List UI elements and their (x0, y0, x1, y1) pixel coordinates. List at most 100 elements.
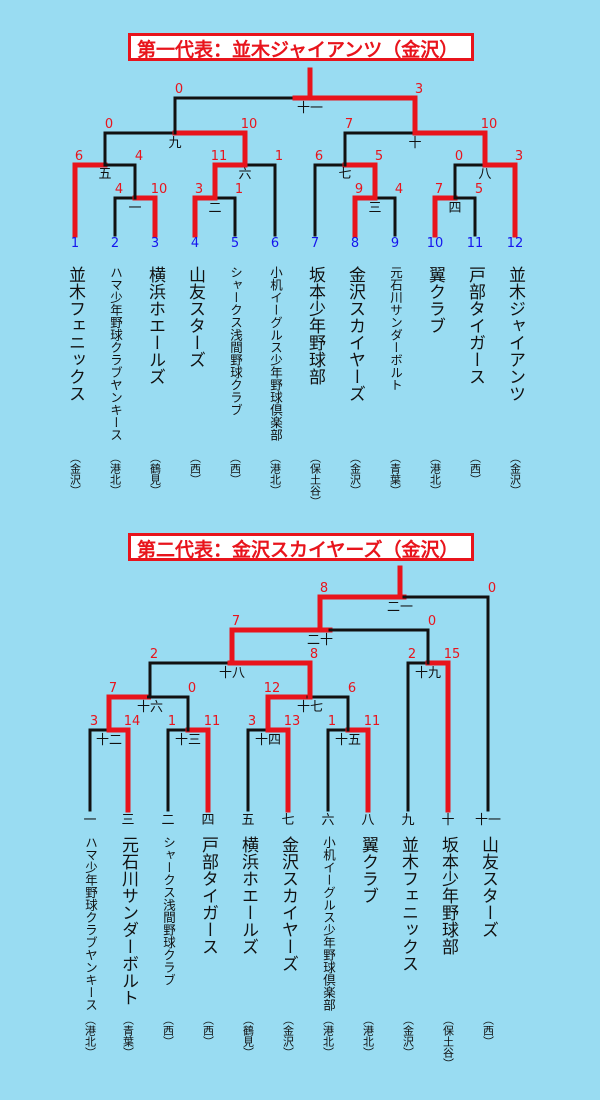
team-area: （港北） (428, 452, 442, 496)
team-name: 横浜ホエールズ (238, 836, 258, 955)
team-name: 並木フェニックス (398, 836, 418, 972)
match-label: 一 (128, 201, 141, 216)
team-area: （港北） (108, 452, 122, 496)
match-score-right: 10 (481, 117, 498, 132)
team-number: 6 (271, 236, 279, 251)
team-area: （青葉） (388, 452, 402, 496)
team-area: （金沢） (401, 1014, 415, 1058)
match-score-left: 7 (435, 182, 443, 197)
match-score-right: 5 (375, 149, 383, 164)
match-score-left: 1 (168, 714, 176, 729)
team-area: （西） (468, 452, 482, 485)
match-score-left: 0 (175, 82, 183, 97)
team-name: 山友スターズ (185, 266, 205, 368)
team-area: （鶴見） (148, 452, 162, 496)
match-score-left: 3 (90, 714, 98, 729)
match-score-right: 1 (235, 182, 243, 197)
team-area: （西） (481, 1014, 495, 1047)
team-number: 六 (321, 813, 334, 828)
team-number: 七 (281, 813, 294, 828)
match-score-right: 11 (364, 714, 381, 729)
match-label: 十八 (219, 666, 245, 681)
match-score-left: 3 (248, 714, 256, 729)
team-area: （鶴見） (241, 1014, 255, 1058)
team-name: 翼クラブ (358, 836, 378, 904)
team-name: 小机イーグルス少年野球倶楽部 (321, 836, 336, 1011)
team-number: 12 (507, 236, 524, 251)
team-area: （港北） (321, 1014, 335, 1058)
match-score-left: 3 (195, 182, 203, 197)
match-score-right: 4 (135, 149, 143, 164)
match-score-right: 10 (241, 117, 258, 132)
match-score-left: 0 (455, 149, 463, 164)
team-number: 十一 (475, 813, 501, 828)
match-score-right: 13 (284, 714, 301, 729)
match-score-left: 2 (408, 647, 416, 662)
match-label: 十 (408, 136, 421, 151)
team-name: シャークス浅間野球クラブ (228, 266, 243, 416)
match-label: 十六 (137, 700, 163, 715)
match-score-right: 15 (444, 647, 461, 662)
team-area: （金沢） (508, 452, 522, 496)
team-name: 元石川サンダーボルト (118, 836, 138, 1006)
match-score-right: 6 (348, 681, 356, 696)
team-area: （西） (201, 1014, 215, 1047)
team-number: 四 (201, 813, 214, 828)
team-name: 小机イーグルス少年野球倶楽部 (268, 266, 283, 441)
match-label: 二一 (387, 600, 413, 615)
match-label: 十一 (297, 101, 323, 116)
team-name: ハマ少年野球クラブヤンキース (108, 266, 123, 441)
team-name: 横浜ホエールズ (145, 266, 165, 385)
bracket1-title: 第一代表：並木ジャイアンツ（金沢） (128, 33, 474, 61)
match-label: 十四 (255, 733, 281, 748)
match-label: 五 (98, 167, 111, 182)
team-name: 翼クラブ (425, 266, 445, 334)
match-score-left: 2 (150, 647, 158, 662)
match-score-left: 8 (320, 581, 328, 596)
team-name: シャークス浅間野球クラブ (161, 836, 176, 986)
team-area: （金沢） (348, 452, 362, 496)
match-score-right: 14 (124, 714, 141, 729)
team-number: 8 (351, 236, 359, 251)
match-score-right: 11 (204, 714, 221, 729)
team-number: 3 (151, 236, 159, 251)
match-score-left: 0 (105, 117, 113, 132)
match-score-left: 9 (355, 182, 363, 197)
team-number: 2 (111, 236, 119, 251)
team-number: 7 (311, 236, 319, 251)
team-area: （港北） (83, 1014, 97, 1058)
team-number: 1 (71, 236, 79, 251)
team-number: 五 (241, 813, 254, 828)
team-name: 並木フェニックス (65, 266, 85, 402)
team-area: （金沢） (68, 452, 82, 496)
match-label: 十五 (335, 733, 361, 748)
team-area: （青葉） (121, 1014, 135, 1058)
match-label: 四 (448, 201, 461, 216)
team-name: 坂本少年野球部 (438, 836, 458, 955)
team-name: 戸部タイガース (465, 266, 485, 385)
team-name: 山友スターズ (478, 836, 498, 938)
team-number: 4 (191, 236, 199, 251)
match-score-left: 7 (232, 614, 240, 629)
team-number: 5 (231, 236, 239, 251)
team-name: 金沢スカイヤーズ (345, 266, 365, 402)
match-label: 九 (168, 136, 181, 151)
match-label: 十三 (175, 733, 201, 748)
team-name: 元石川サンダーボルト (388, 266, 403, 391)
team-number: 9 (391, 236, 399, 251)
team-area: （保土谷） (308, 452, 322, 507)
team-name: 坂本少年野球部 (305, 266, 325, 385)
team-number: 二 (161, 813, 174, 828)
bracket2-title: 第二代表：金沢スカイヤーズ（金沢） (128, 533, 474, 561)
team-area: （港北） (361, 1014, 375, 1058)
team-number: 11 (467, 236, 484, 251)
team-area: （港北） (268, 452, 282, 496)
team-number: 三 (121, 813, 134, 828)
match-score-left: 4 (115, 182, 123, 197)
match-score-left: 1 (328, 714, 336, 729)
match-score-right: 3 (515, 149, 523, 164)
match-label: 二 (208, 201, 221, 216)
match-score-left: 7 (345, 117, 353, 132)
match-score-left: 12 (264, 681, 281, 696)
